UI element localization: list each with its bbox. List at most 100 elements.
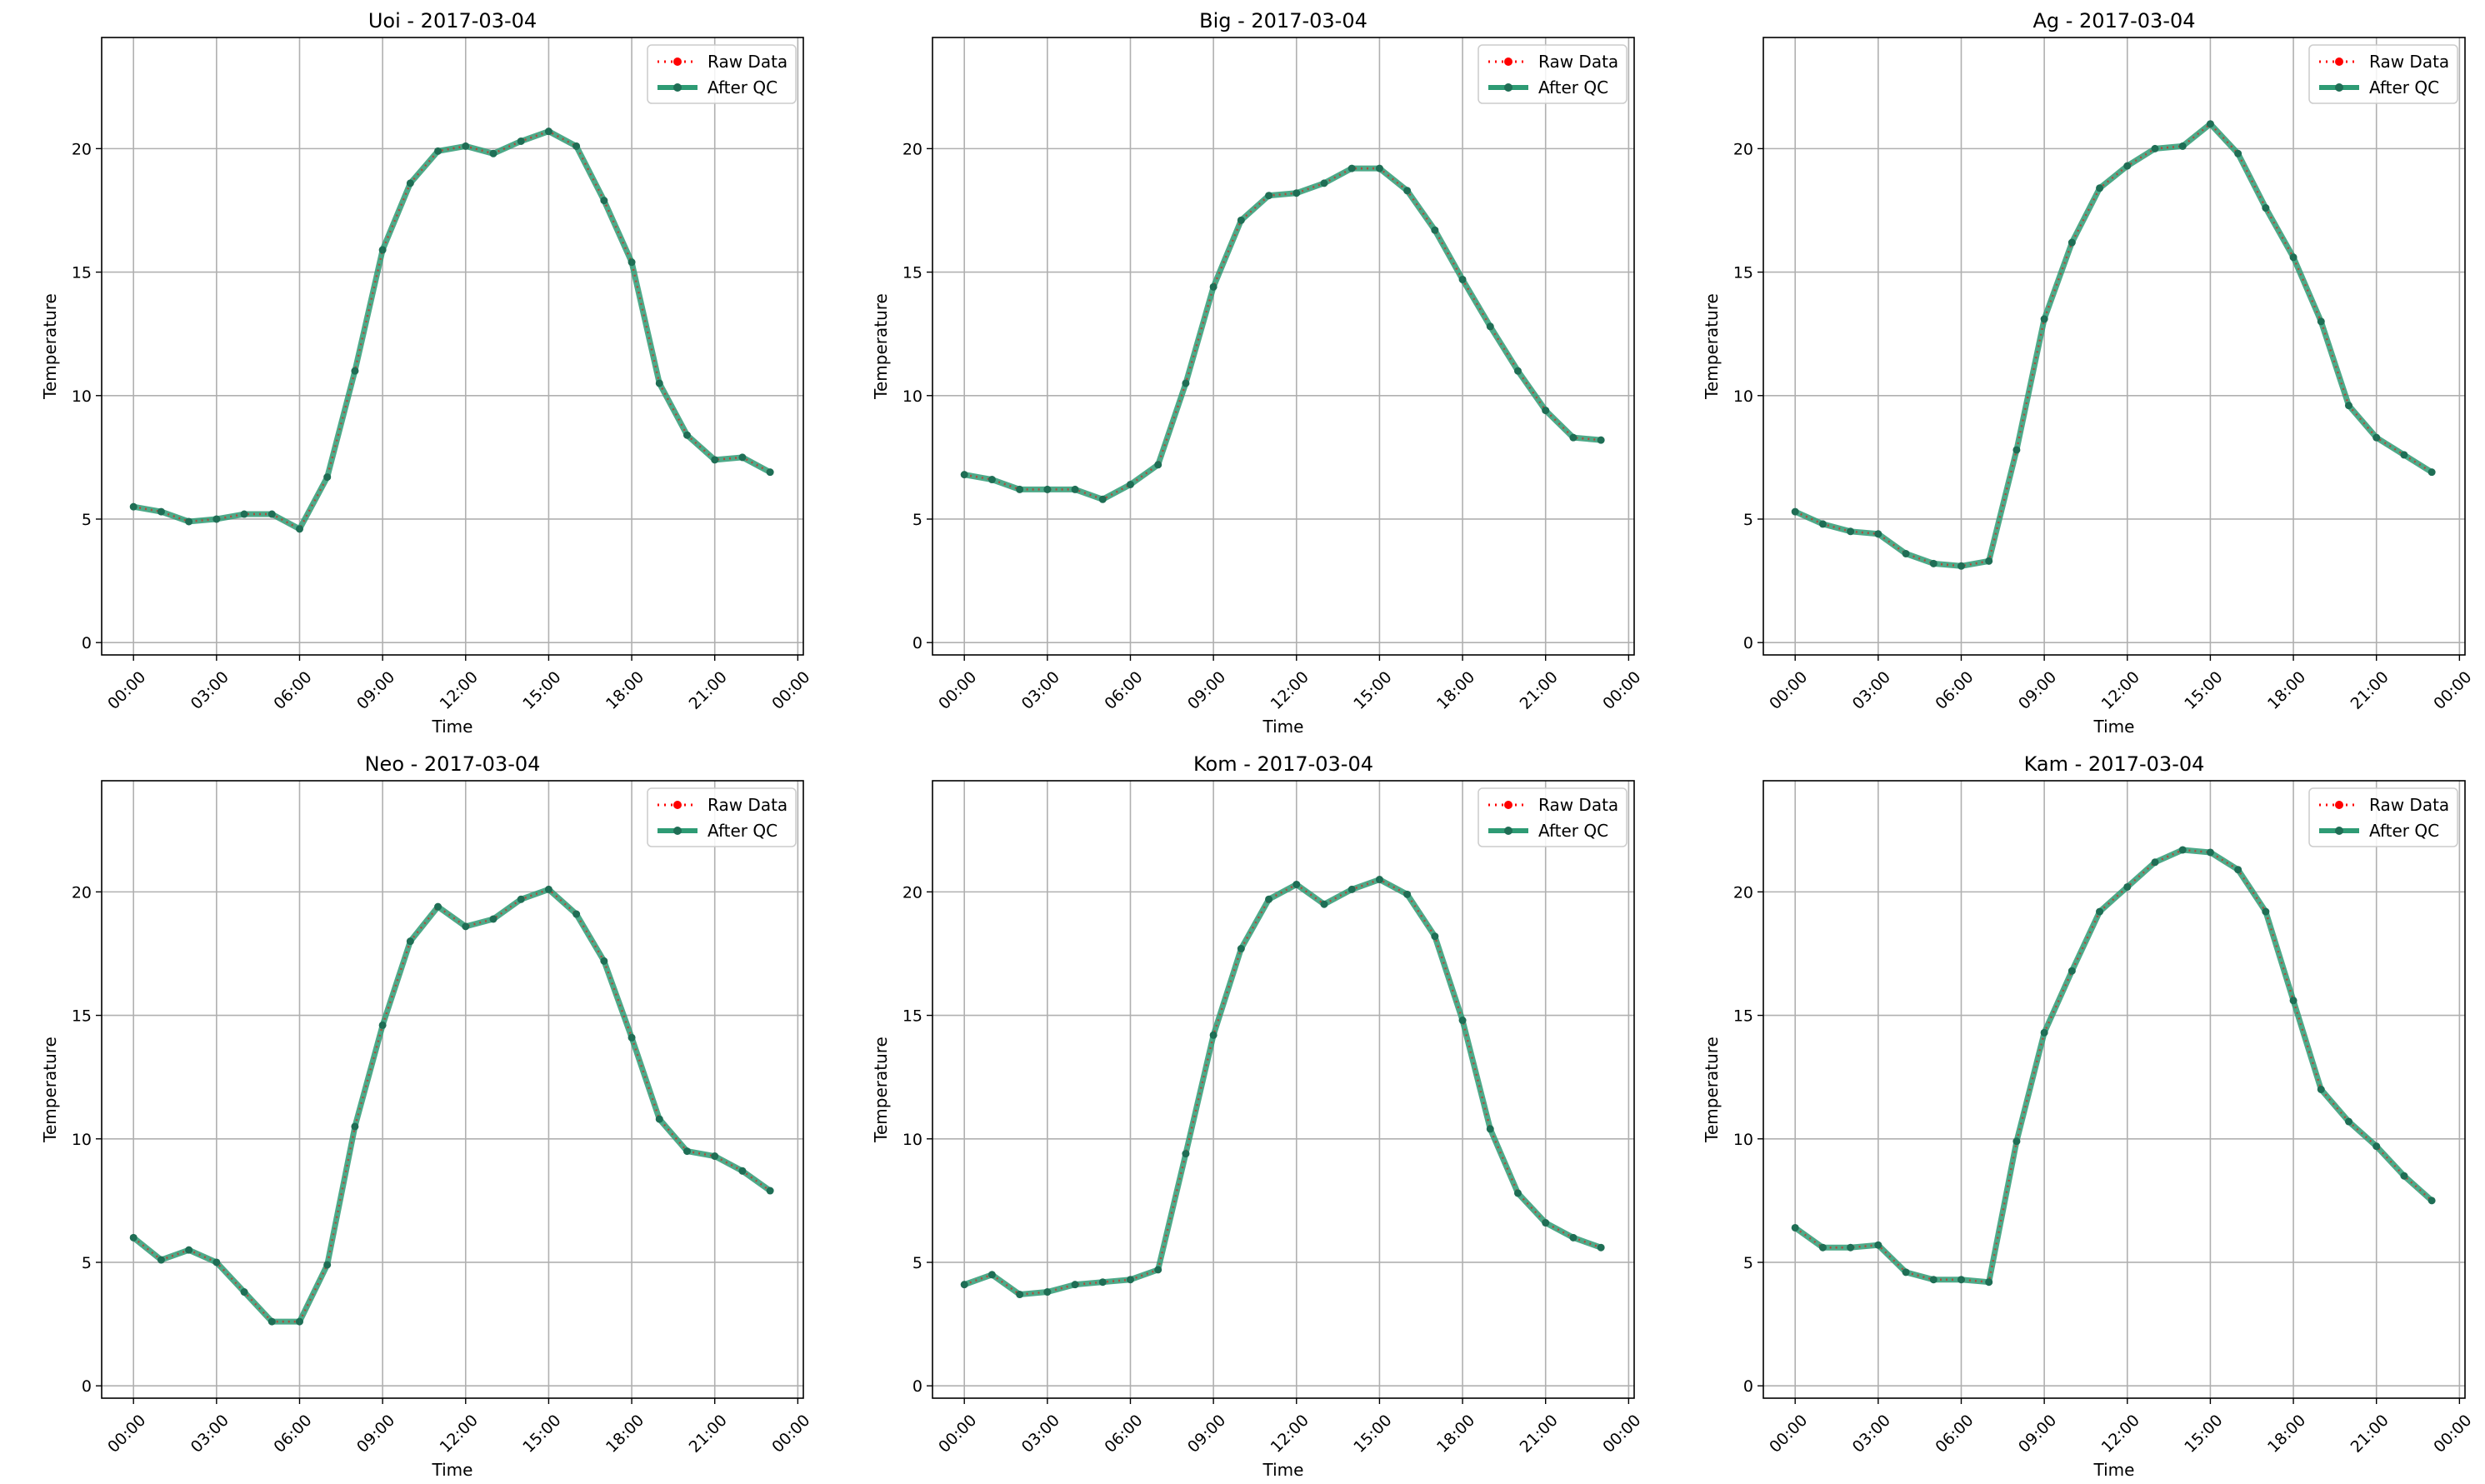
y-tick-label: 5: [82, 511, 92, 529]
after-qc-point: [1182, 1150, 1190, 1158]
after-qc-point: [489, 149, 498, 157]
series-raw-data-line: [132, 887, 771, 1323]
legend-qc-marker: [1504, 83, 1512, 92]
series-raw-data-line: [963, 167, 1602, 501]
after-qc-point: [378, 1021, 387, 1029]
x-tick-label: 00:00: [935, 1412, 980, 1457]
y-tick-label: 0: [1743, 634, 1753, 652]
after-qc-point: [628, 1033, 636, 1042]
x-tick-label: 03:00: [188, 668, 232, 713]
after-qc-point: [1375, 876, 1383, 884]
after-qc-point: [1237, 945, 1245, 953]
axes-frame: [101, 780, 804, 1399]
legend: Raw Data After QC: [647, 787, 797, 847]
y-tick-label: 5: [1743, 1254, 1753, 1272]
y-tick-label: 20: [902, 140, 922, 158]
after-qc-point: [766, 468, 774, 477]
after-qc-point: [323, 1261, 332, 1269]
after-qc-point: [1542, 1219, 1550, 1227]
x-tick-label: 03:00: [1018, 1412, 1063, 1457]
x-tick-label: 21:00: [686, 1412, 731, 1457]
after-qc-point: [2262, 204, 2270, 212]
x-tick-label: 03:00: [1849, 668, 1894, 713]
after-qc-point: [2012, 446, 2021, 454]
y-tick-label: 0: [82, 634, 92, 652]
after-qc-point: [2123, 882, 2132, 891]
after-qc-point: [1071, 1281, 1079, 1289]
after-qc-point: [2151, 858, 2159, 867]
after-qc-point: [1016, 1291, 1024, 1299]
series-after-qc-line: [132, 886, 772, 1325]
after-qc-point: [2400, 1172, 2408, 1180]
after-qc-point: [240, 1288, 248, 1297]
after-qc-point: [960, 471, 968, 479]
x-tick-label: 15:00: [1350, 1412, 1395, 1457]
after-qc-point: [2068, 967, 2076, 975]
after-qc-point: [240, 510, 248, 518]
after-qc-point: [2344, 402, 2352, 410]
axes-frame: [1762, 780, 2466, 1399]
after-qc-point: [1957, 1276, 1965, 1284]
axes-frame: [932, 37, 1635, 656]
subplot-6: 00:00 03:00 06:00 09:00 12:00 15:00 18:00 21:00…: [1702, 752, 2476, 1480]
after-qc-point: [212, 1258, 221, 1267]
legend-qc-label: After QC: [1538, 77, 1608, 97]
x-tick-label: 03:00: [188, 1412, 232, 1457]
after-qc-point: [2400, 451, 2408, 459]
series-raw-data-line: [1794, 848, 2432, 1284]
after-qc-point: [711, 456, 719, 464]
after-qc-point: [738, 1167, 747, 1175]
after-qc-point: [1902, 549, 1910, 557]
after-qc-point: [406, 937, 414, 946]
after-qc-point: [1043, 1288, 1052, 1297]
subplot-3: 00:00 03:00 06:00 09:00 12:00 15:00 18:00 21:00…: [1702, 9, 2476, 737]
after-qc-point: [682, 1147, 691, 1156]
legend: Raw Data After QC: [2308, 44, 2458, 104]
x-tick-label: 03:00: [1018, 668, 1063, 713]
after-qc-point: [1348, 885, 1356, 893]
x-tick-label: 18:00: [1433, 1412, 1478, 1457]
x-tick-label: 12:00: [2098, 668, 2143, 713]
y-tick-label: 10: [72, 387, 92, 406]
subplot-4: 00:00 03:00 06:00 09:00 12:00 15:00 18:00 21:00…: [40, 752, 814, 1480]
after-qc-point: [766, 1187, 774, 1195]
after-qc-point: [378, 246, 387, 254]
y-tick-label: 5: [912, 511, 922, 529]
after-qc-point: [1486, 322, 1494, 331]
after-qc-point: [1126, 1276, 1134, 1284]
after-qc-point: [434, 902, 442, 911]
legend-raw-marker: [2335, 801, 2343, 809]
x-tick-label: 12:00: [1268, 668, 1312, 713]
legend-raw-marker: [1504, 57, 1512, 66]
x-axis-label: Time: [1262, 1460, 1304, 1480]
after-qc-point: [1154, 1266, 1162, 1274]
legend-raw-label: Raw Data: [1538, 795, 1618, 815]
after-qc-point: [1431, 226, 1439, 234]
after-qc-point: [2178, 142, 2187, 150]
x-tick-label: 06:00: [270, 668, 315, 713]
series-raw-data-line: [963, 878, 1602, 1296]
after-qc-point: [2096, 907, 2104, 916]
y-tick-label: 15: [72, 264, 92, 282]
x-tick-label: 06:00: [1932, 668, 1977, 713]
subplot-title: Kam - 2017-03-04: [2024, 752, 2205, 776]
after-qc-point: [1348, 164, 1356, 172]
after-qc-point: [2151, 144, 2159, 152]
after-qc-point: [2234, 866, 2242, 874]
after-qc-point: [129, 502, 138, 511]
after-qc-point: [711, 1152, 719, 1161]
after-qc-point: [2096, 184, 2104, 192]
after-qc-point: [2178, 846, 2187, 854]
x-tick-label: 15:00: [1350, 668, 1395, 713]
x-tick-label: 09:00: [353, 668, 398, 713]
x-tick-label: 00:00: [2430, 668, 2475, 713]
subplot-1: 00:00 03:00 06:00 09:00 12:00 15:00 18:00 21:00…: [40, 9, 814, 737]
x-tick-label: 00:00: [1766, 668, 1811, 713]
legend-raw-marker: [1504, 801, 1512, 809]
legend-qc-marker: [2335, 827, 2343, 835]
after-qc-point: [1431, 932, 1439, 941]
legend-qc-marker: [673, 83, 682, 92]
x-axis-label: Time: [432, 1460, 473, 1480]
y-axis-label: Temperature: [40, 1037, 60, 1143]
x-tick-label: 09:00: [2015, 668, 2060, 713]
